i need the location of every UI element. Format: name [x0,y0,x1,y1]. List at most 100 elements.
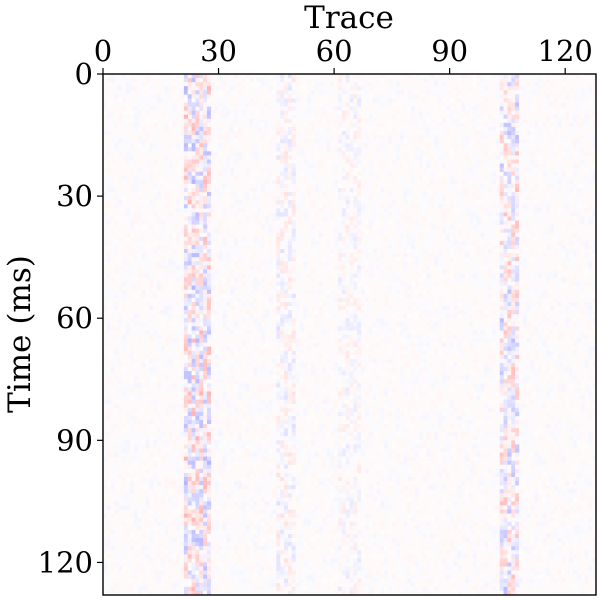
heatmap-cell [314,350,319,356]
heatmap-cell [272,387,277,392]
heatmap-cell [222,293,227,299]
heatmap-cell [168,216,173,221]
heatmap-cell [291,354,296,360]
heatmap-cell [249,542,254,547]
heatmap-cell [126,151,131,156]
heatmap-cell [222,367,227,372]
heatmap-cell [103,375,108,380]
heatmap-cell [299,546,304,551]
heatmap-cell [114,269,119,274]
heatmap-cell [330,301,335,307]
heatmap-cell [183,208,189,213]
heatmap-cell [145,517,150,523]
heatmap-cell [126,387,131,392]
heatmap-cell [284,432,289,437]
heatmap-cell [129,228,135,234]
heatmap-cell [203,509,208,514]
heatmap-cell [164,574,169,580]
heatmap-cell [253,183,258,189]
heatmap-cell [280,350,285,356]
heatmap-cell [133,338,138,343]
heatmap-cell [199,78,204,83]
heatmap-cell [129,440,135,445]
heatmap-cell [141,86,146,91]
heatmap-cell [141,460,146,466]
heatmap-cell [199,175,204,181]
heatmap-cell [191,509,196,514]
heatmap-cell [110,118,115,124]
heatmap-cell [214,350,219,356]
heatmap-cell [264,367,269,372]
heatmap-cell [307,110,312,115]
heatmap-cell [203,558,208,563]
heatmap-cell [176,74,181,79]
heatmap-cell [106,399,111,404]
heatmap-cell [180,538,185,543]
heatmap-cell [253,301,258,307]
heatmap-cell [199,476,204,482]
heatmap-cell [318,354,323,360]
heatmap-cell [260,342,266,348]
heatmap-cell [257,590,262,596]
heatmap-cell [295,346,300,352]
heatmap-cell [176,106,181,111]
heatmap-cell [218,257,223,262]
heatmap-cell [206,261,212,266]
heatmap-cell [164,546,169,551]
heatmap-cell [183,130,189,136]
heatmap-cell [284,428,289,433]
heatmap-cell [195,387,200,392]
heatmap-cell [268,151,273,156]
heatmap-cell [233,521,239,527]
heatmap-cell [218,135,223,140]
heatmap-cell [103,326,108,331]
heatmap-cell [160,98,165,103]
heatmap-cell [280,590,285,596]
heatmap-cell [106,106,111,111]
heatmap-cell [284,167,289,172]
heatmap-cell [226,196,231,201]
heatmap-cell [257,228,262,234]
heatmap-cell [276,399,281,404]
heatmap-cell [156,403,162,409]
heatmap-cell [114,98,119,103]
heatmap-cell [280,301,285,307]
heatmap-cell [310,171,316,177]
heatmap-cell [156,196,162,201]
heatmap-cell [118,151,123,156]
heatmap-cell [245,171,250,177]
heatmap-cell [303,448,308,453]
heatmap-cell [126,533,131,539]
heatmap-cell [129,122,135,128]
heatmap-cell [249,179,254,185]
heatmap-cell [199,204,204,209]
heatmap-cell [183,371,189,376]
heatmap-cell [203,151,208,156]
heatmap-cell [253,130,258,136]
heatmap-cell [264,497,269,502]
heatmap-cell [241,517,246,523]
heatmap-cell [237,224,242,229]
heatmap-cell [318,476,323,482]
heatmap-cell [230,192,235,197]
heatmap-cell [206,301,212,307]
heatmap-cell [176,432,181,437]
heatmap-cell [103,521,108,527]
heatmap-cell [129,285,135,291]
heatmap-cell [210,481,215,486]
heatmap-cell [114,481,119,486]
heatmap-cell [206,220,212,225]
heatmap-cell [334,118,339,124]
heatmap-cell [322,362,327,368]
heatmap-cell [129,375,135,380]
heatmap-cell [114,578,119,584]
heatmap-cell [299,476,304,482]
heatmap-cell [156,224,162,229]
heatmap-cell [114,403,119,409]
heatmap-cell [118,94,123,99]
heatmap-cell [191,350,196,356]
heatmap-cell [214,102,219,107]
heatmap-cell [276,444,281,449]
heatmap-cell [322,102,327,107]
heatmap-cell [260,171,266,177]
